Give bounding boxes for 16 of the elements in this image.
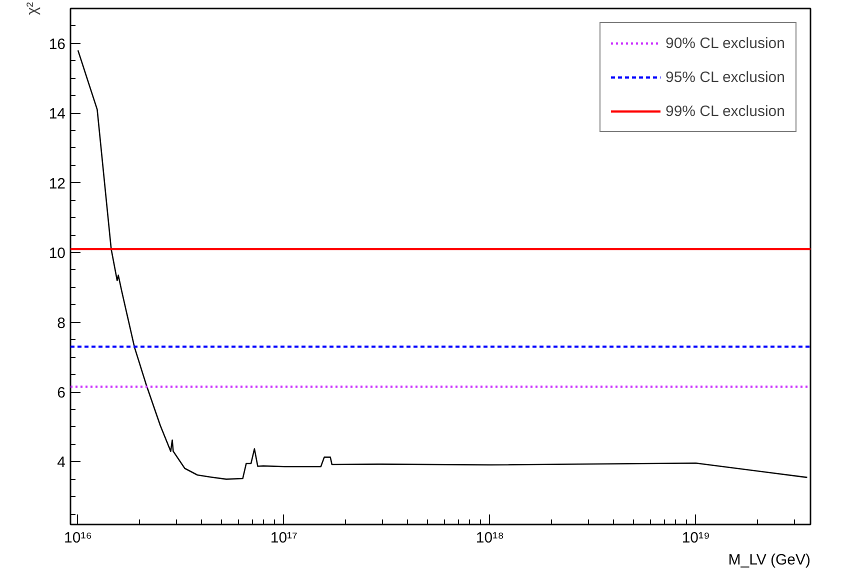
y-tick-label: 14 [48, 106, 66, 123]
legend-label: 99% CL exclusion [665, 102, 785, 120]
y-tick-label: 8 [57, 314, 66, 332]
y-tick-label: 16 [48, 36, 66, 53]
x-tick-label: 10¹⁸ [476, 530, 504, 546]
x-tick-label: 10¹⁹ [682, 530, 710, 546]
y-tick-label: 10 [48, 245, 66, 262]
x-tick-label: 10¹⁷ [270, 530, 298, 546]
x-tick-label: 10¹⁶ [64, 530, 92, 546]
x-axis-title: M_LV (GeV) [728, 552, 811, 568]
y-tick-label: 12 [48, 175, 66, 192]
legend-label: 95% CL exclusion [665, 68, 785, 86]
legend-label: 90% CL exclusion [665, 34, 785, 52]
y-axis-title: χ² [24, 2, 41, 15]
y-tick-label: 4 [57, 454, 66, 472]
y-tick-label: 6 [57, 384, 66, 402]
